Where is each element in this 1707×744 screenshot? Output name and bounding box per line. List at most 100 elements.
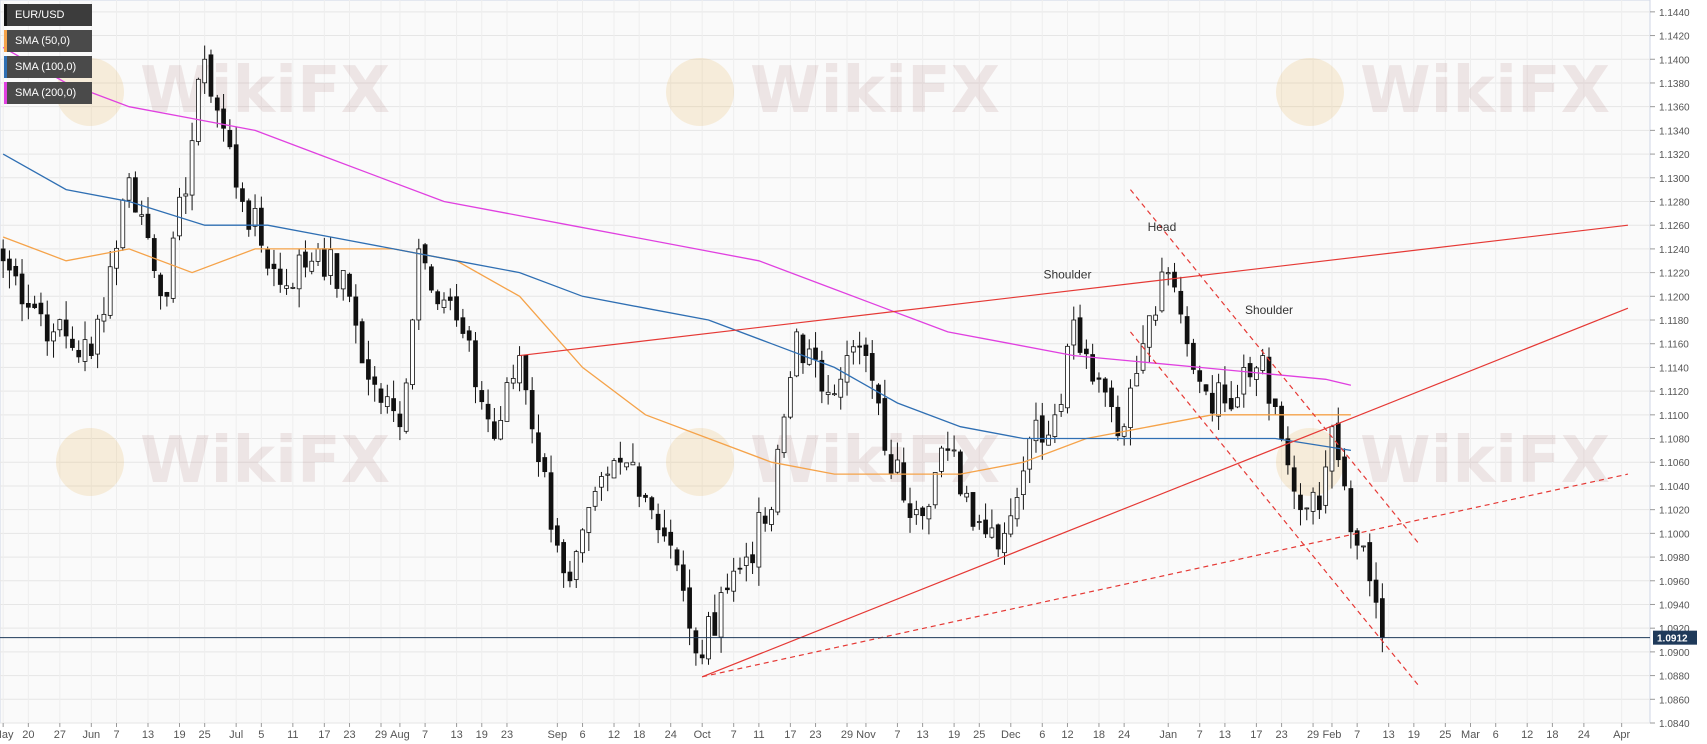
watermark-logo-icon <box>666 58 734 126</box>
candle-body <box>743 556 749 566</box>
candle-body <box>504 382 510 422</box>
candle-body <box>447 296 453 301</box>
candle-body <box>699 654 705 659</box>
candle-body <box>832 393 837 396</box>
candle-body <box>460 317 466 334</box>
candle-body <box>391 398 396 412</box>
legend-swatch <box>4 30 7 52</box>
candle-body <box>561 542 566 574</box>
candle-body <box>416 248 422 321</box>
x-tick-label: 23 <box>809 729 821 741</box>
candle-body <box>120 199 126 249</box>
x-tick-label: 23 <box>343 729 355 741</box>
candle-body <box>769 509 774 525</box>
candle-body <box>630 461 636 466</box>
candle-body <box>1077 317 1083 353</box>
candle-body <box>1172 271 1177 288</box>
x-tick-label: 19 <box>1408 729 1420 741</box>
x-tick-label: Nov <box>856 729 876 741</box>
candle-body <box>888 454 894 475</box>
x-tick-label: 27 <box>54 729 66 741</box>
y-tick-label: 1.0860 <box>1659 695 1690 706</box>
candle-body <box>202 58 208 84</box>
x-tick-label: 6 <box>579 729 585 741</box>
x-tick-label: 24 <box>665 729 677 741</box>
candle-body <box>1046 434 1051 446</box>
x-tick-label: 11 <box>287 729 298 741</box>
candle-body <box>170 237 176 299</box>
candle-body <box>1266 356 1272 404</box>
legend-swatch <box>4 56 7 78</box>
candle-body <box>1084 348 1089 355</box>
y-tick-label: 1.0920 <box>1659 624 1690 635</box>
y-tick-label: 1.0880 <box>1659 672 1690 683</box>
candle-body <box>687 587 692 629</box>
candle-body <box>1222 384 1228 404</box>
legend-item-eurusd[interactable]: EUR/USD <box>4 4 92 26</box>
candle-body <box>964 492 970 498</box>
candle-body <box>233 144 239 188</box>
watermark-logo-icon <box>1276 58 1344 126</box>
trendline-dashed <box>1129 189 1421 546</box>
candle-body <box>932 472 938 506</box>
candle-body <box>1109 387 1114 408</box>
y-tick-label: 1.0940 <box>1659 600 1690 611</box>
candle-body <box>895 459 900 473</box>
y-tick-label: 1.1060 <box>1659 458 1690 469</box>
legend-item-sma200[interactable]: SMA (200,0) <box>4 82 92 104</box>
candle-body <box>151 238 157 272</box>
candle-body <box>806 348 812 365</box>
candle-body <box>536 432 541 463</box>
x-tick-label: Jun <box>82 729 100 741</box>
candle-body <box>284 285 289 289</box>
candle-body <box>126 177 132 201</box>
candle-body <box>1241 367 1247 395</box>
candle-body <box>1209 392 1215 414</box>
y-tick-label: 1.1420 <box>1659 32 1690 43</box>
legend-item-sma50[interactable]: SMA (50,0) <box>4 30 92 52</box>
x-tick-label: 25 <box>1439 729 1451 741</box>
candle-body <box>958 451 963 495</box>
sma-200-line <box>2 46 1352 386</box>
sma-50-line <box>2 236 1351 475</box>
legend-label: SMA (100,0) <box>15 61 77 73</box>
x-tick-label: Mar <box>1461 729 1480 741</box>
candle-body <box>466 330 472 341</box>
watermark-text: WikiFX <box>750 54 1000 128</box>
candle-body <box>328 249 333 276</box>
candle-body <box>1323 466 1329 506</box>
x-tick-label: 6 <box>1039 729 1045 741</box>
candle-body <box>158 274 163 297</box>
legend-item-sma100[interactable]: SMA (100,0) <box>4 56 92 78</box>
candle-body <box>712 612 718 636</box>
candle-body <box>775 448 781 513</box>
x-tick-label: 13 <box>450 729 462 741</box>
trendline-dashed <box>702 473 1629 678</box>
candle-body <box>1317 495 1322 511</box>
candle-body <box>1128 387 1133 428</box>
watermark: WikiFX <box>56 424 390 498</box>
x-tick-label: 29 <box>841 729 853 741</box>
candle-body <box>1165 272 1171 275</box>
candle-body <box>1272 398 1278 408</box>
candle-body <box>548 472 554 530</box>
candle-body <box>1140 343 1146 371</box>
candle-body <box>1367 542 1373 582</box>
candle-body <box>384 396 390 407</box>
candle-body <box>372 376 378 385</box>
watermark-logo-icon <box>666 428 734 496</box>
candle-body <box>214 97 220 111</box>
candle-body <box>410 319 415 386</box>
candle-body <box>882 398 888 451</box>
y-tick-label: 1.1320 <box>1659 150 1690 161</box>
x-tick-label: 17 <box>1250 729 1262 741</box>
y-tick-label: 1.1300 <box>1659 174 1690 185</box>
y-tick-label: 1.0980 <box>1659 553 1690 564</box>
candle-body <box>340 270 346 290</box>
watermark: WikiFX <box>1276 54 1610 128</box>
candle-body <box>492 421 497 439</box>
candle-body <box>1247 363 1253 378</box>
x-tick-label: 13 <box>142 729 154 741</box>
candle-body <box>359 321 365 364</box>
